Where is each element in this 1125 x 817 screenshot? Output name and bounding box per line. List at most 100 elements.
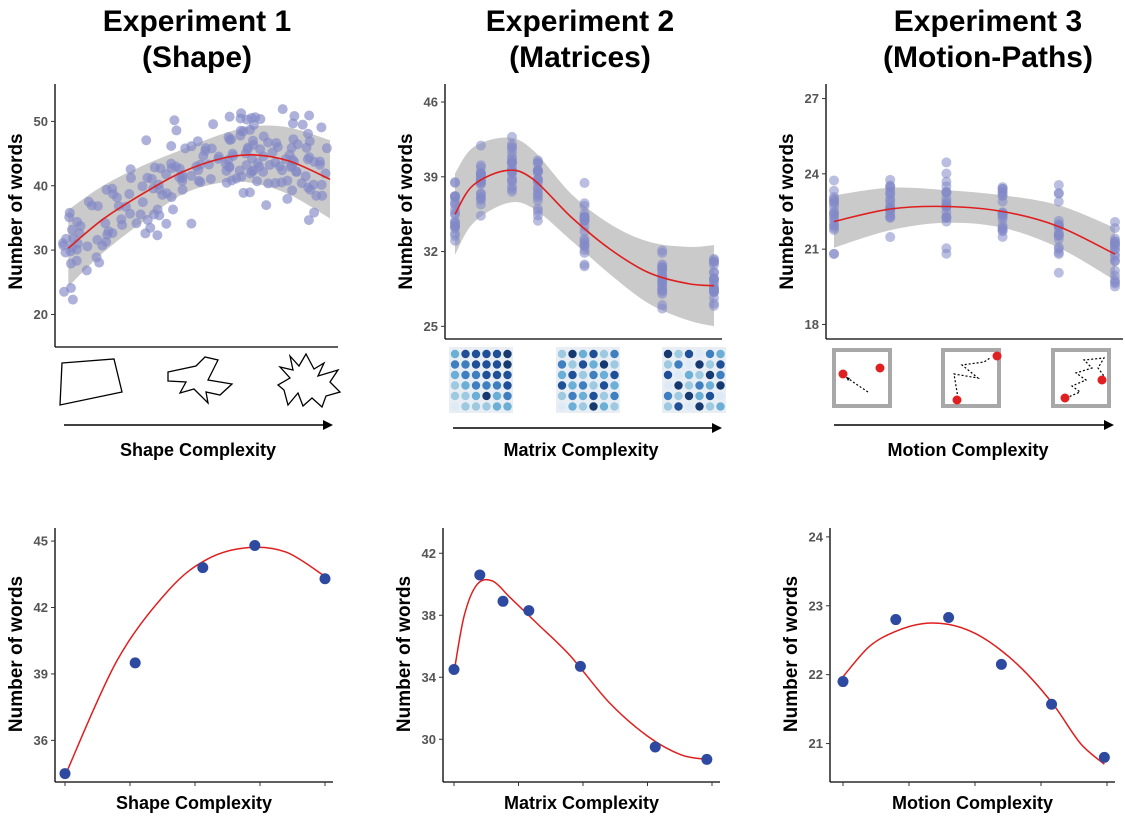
data-point <box>316 122 327 133</box>
data-point <box>258 131 269 142</box>
matrix-cell <box>610 349 619 359</box>
data-point <box>475 210 486 221</box>
matrix-cell <box>471 360 481 369</box>
data-point <box>475 162 486 173</box>
data-point <box>475 188 486 199</box>
mean-data-point <box>129 657 141 669</box>
matrix-cell <box>589 381 598 390</box>
data-point <box>248 139 259 150</box>
y-tick-label: 30 <box>34 243 48 258</box>
data-point <box>709 286 719 297</box>
matrix-cell <box>471 349 481 359</box>
data-point <box>829 175 839 186</box>
fit-line <box>842 622 1105 765</box>
raw-points <box>58 104 332 305</box>
data-point <box>1053 243 1064 254</box>
data-point <box>246 166 257 177</box>
y-axis-label: Number of words <box>394 576 415 732</box>
y-axis-label: Number of words <box>777 133 798 289</box>
matrix-cell <box>684 370 694 380</box>
data-point <box>236 108 247 119</box>
data-point <box>532 166 543 177</box>
matrix-cell <box>503 402 512 411</box>
data-point <box>579 259 590 270</box>
confidence-band <box>68 125 331 287</box>
mean-data-point <box>197 562 209 574</box>
matrix-cell <box>674 370 683 380</box>
mean-data-point <box>319 573 331 585</box>
data-point <box>186 218 197 229</box>
matrix-cell <box>450 381 460 390</box>
data-point <box>198 151 209 162</box>
mean-data-point <box>523 605 535 617</box>
data-point <box>251 176 262 187</box>
motion-frame-complex <box>1051 348 1111 408</box>
exp3-top-panel: 18 21 24 27 Number of words <box>777 84 1123 340</box>
data-point <box>137 197 148 208</box>
data-point <box>141 135 152 146</box>
data-point <box>261 200 272 211</box>
data-point <box>301 142 312 153</box>
data-point <box>263 178 274 189</box>
data-point <box>258 166 269 177</box>
data-point <box>171 125 182 136</box>
data-point <box>149 162 160 173</box>
data-point <box>177 176 188 187</box>
data-point <box>829 248 839 259</box>
y-tick-label: 21 <box>809 736 823 751</box>
data-point <box>579 240 590 251</box>
data-point <box>168 204 179 215</box>
mean-data-point <box>890 614 902 626</box>
matrix-cell <box>684 360 694 369</box>
y-tick-label: 50 <box>34 114 48 129</box>
y-tick-label: 42 <box>422 546 436 561</box>
motion-dot-start <box>952 395 962 405</box>
data-point <box>941 168 952 179</box>
y-tick-label: 20 <box>34 307 48 322</box>
matrix-cell <box>578 370 588 380</box>
matrix-cell <box>705 370 715 380</box>
data-point <box>276 177 287 188</box>
data-point <box>64 212 75 223</box>
exp3-top-xlabel: Motion Complexity <box>888 440 1049 460</box>
y-tick-label: 18 <box>805 317 819 332</box>
data-point <box>657 247 668 258</box>
data-point <box>68 233 79 244</box>
matrix-cell <box>684 349 694 359</box>
data-point <box>82 241 93 252</box>
data-point <box>709 259 719 270</box>
data-point <box>829 185 839 196</box>
data-point <box>532 215 543 226</box>
data-point <box>195 177 206 188</box>
matrix-cell <box>599 391 609 401</box>
matrix-cell <box>705 391 715 401</box>
arrowhead-icon <box>846 377 850 381</box>
data-point <box>292 139 303 150</box>
matrix-cell <box>578 349 588 359</box>
matrix-background <box>662 347 726 413</box>
mean-data-point <box>701 753 713 765</box>
matrix-cell <box>492 349 502 359</box>
data-point <box>303 215 314 226</box>
data-point <box>941 248 952 259</box>
mean-data-point <box>574 660 586 672</box>
matrix-cell <box>663 391 673 401</box>
y-tick-label: 24 <box>809 529 824 544</box>
y-axis-label: Number of words <box>781 576 802 732</box>
matrix-cell <box>705 360 715 369</box>
data-point <box>532 203 543 214</box>
data-point <box>65 283 76 294</box>
fit-line <box>64 546 326 777</box>
matrix-cell <box>663 381 673 390</box>
matrix-cell <box>461 391 470 401</box>
data-point <box>169 115 180 126</box>
y-axis-label: Number of words <box>396 133 417 289</box>
matrix-cell <box>695 360 704 369</box>
matrix-cell <box>471 381 481 390</box>
data-point <box>829 224 839 235</box>
y-tick-label: 21 <box>805 242 819 257</box>
matrix-cell <box>695 349 704 359</box>
y-tick-label: 27 <box>805 91 819 106</box>
matrix-cell <box>503 370 512 380</box>
